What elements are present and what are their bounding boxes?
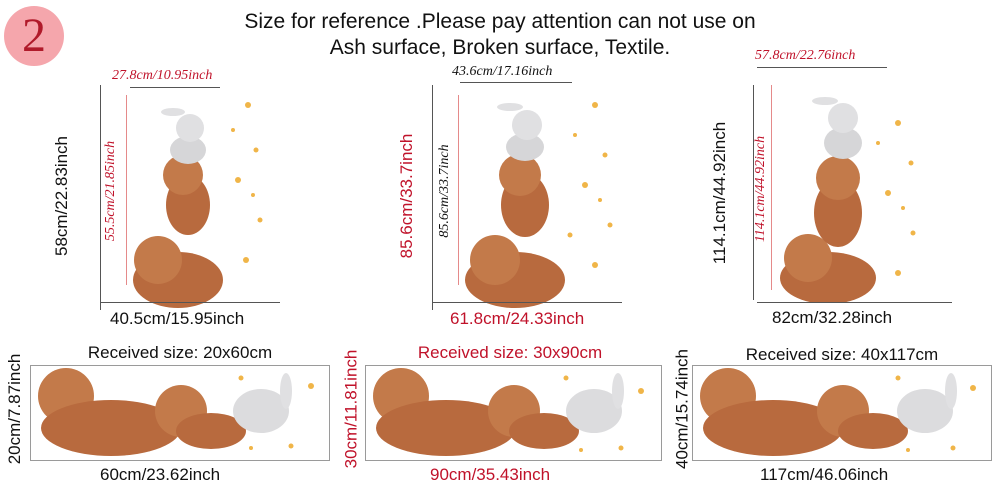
inner-width-label: 43.6cm/17.16inch [452,64,553,79]
received-size-label-2: Received size: 30x90cm [417,343,603,362]
title-line-2: Ash surface, Broken surface, Textile. [329,36,671,59]
inner-width-line [130,87,220,88]
received-size-label-3: Received size: 40x117cm [745,345,939,364]
strip-3-artwork [700,368,976,456]
strip-1-artwork [38,368,314,456]
received-size-label-1: Received size: 20x60cm [87,343,273,362]
outer-height-label: 114.1cm/44.92inch [710,121,729,265]
stars [876,120,916,276]
outer-height-line [432,85,433,310]
strip-1-height-label: 20cm/7.87inch [5,353,24,465]
strip-2-width-label: 90cm/35.43inch [430,465,551,484]
outer-height-label: 58cm/22.83inch [52,135,71,257]
bear-bunny-artwork-2 [465,102,613,308]
outer-width-label: 40.5cm/15.95inch [110,309,245,328]
inner-width-label: 27.8cm/10.95inch [112,68,213,83]
outer-width-line [432,302,622,303]
inner-height-label: 114.1cm/44.92inch [753,135,768,243]
strip-2-artwork [373,368,644,456]
strip-3-preview [692,365,992,461]
strip-1-width-label: 60cm/23.62inch [100,465,221,484]
strip-1-preview [30,365,330,461]
inner-width-line [757,67,887,68]
size-panel-1: 58cm/22.83inch 55.5cm/21.85inch 27.8cm/1… [52,60,320,330]
outer-height-label: 85.6cm/33.7inch [397,133,416,259]
strip-2-height-label: 30cm/11.81inch [341,349,361,469]
stars [231,102,263,263]
bear-bunny-artwork-3 [780,97,916,303]
strip-3-height-label: 40cm/15.74inch [672,348,692,470]
outer-height-line [753,85,754,300]
inner-height-line [771,85,772,290]
number-badge: 2 [4,6,64,66]
outer-width-line [100,302,280,303]
outer-width-line [757,302,952,303]
strip-2-preview [365,365,662,461]
inner-width-label: 57.8cm/22.76inch [755,48,856,63]
inner-width-line [460,82,572,83]
inner-height-label: 85.6cm/33.7inch [437,144,452,238]
outer-width-label: 61.8cm/24.33inch [450,309,585,328]
inner-height-line [126,95,127,285]
bear-bunny-artwork-1 [133,102,263,308]
stars [567,102,613,268]
size-panel-2: 85.6cm/33.7inch 85.6cm/33.7inch 43.6cm/1… [397,60,660,330]
outer-width-label: 82cm/32.28inch [772,308,893,327]
strip-3-width-label: 117cm/46.06inch [760,465,889,484]
size-panel-3: 114.1cm/44.92inch 114.1cm/44.92inch 57.8… [710,45,995,330]
inner-height-label: 55.5cm/21.85inch [103,140,118,242]
title-line-1: Size for reference .Please pay attention… [244,10,756,33]
outer-height-line [100,85,101,310]
inner-height-line [458,95,459,285]
